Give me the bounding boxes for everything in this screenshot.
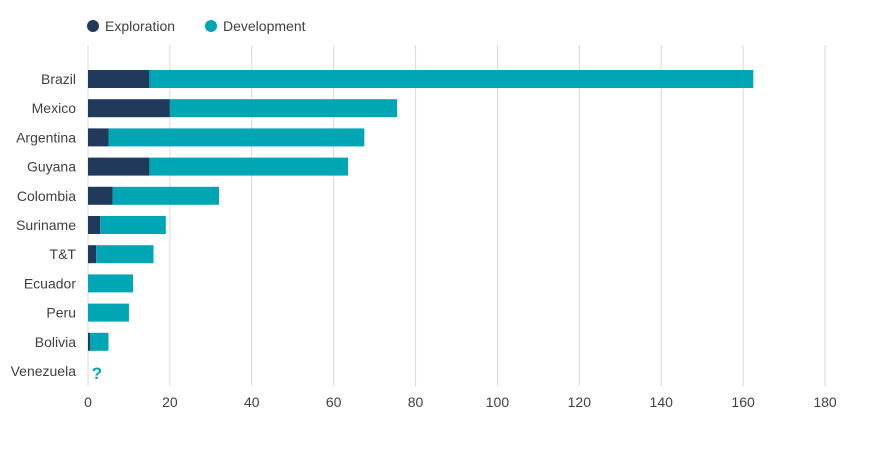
bar-colombia-development [112, 186, 220, 205]
annotation-venezuela: ? [92, 364, 102, 383]
bar-guyana-exploration [88, 157, 150, 176]
category-label-guyana: Guyana [27, 159, 76, 175]
bar-suriname-development [100, 216, 166, 234]
x-tick-label-60: 60 [326, 394, 342, 410]
annotations: ? [92, 364, 102, 383]
x-tick-label-160: 160 [731, 394, 755, 410]
gridlines [87, 45, 826, 386]
bar-t-t-exploration [88, 245, 97, 264]
bar-argentina-development [108, 128, 365, 147]
bar-mexico-exploration [88, 99, 170, 118]
category-label-bolivia: Bolivia [35, 334, 76, 350]
bar-mexico-development [169, 99, 398, 118]
category-label-t-t: T&T [50, 246, 77, 262]
category-label-suriname: Suriname [16, 217, 76, 233]
legend: Exploration Development [87, 18, 306, 34]
x-tick-label-0: 0 [84, 394, 92, 410]
bar-brazil-exploration [88, 70, 150, 88]
category-label-mexico: Mexico [32, 100, 77, 116]
category-label-venezuela: Venezuela [11, 363, 77, 379]
x-axis-ticks: 0 20 40 60 80 100 120 140 160 180 [84, 394, 837, 410]
x-tick-label-40: 40 [244, 394, 260, 410]
bar-ecuador-development [88, 274, 134, 293]
bar-suriname-exploration [88, 216, 101, 234]
x-tick-label-100: 100 [486, 394, 510, 410]
x-tick-label-180: 180 [813, 394, 837, 410]
category-label-brazil: Brazil [41, 71, 76, 87]
legend-label-exploration: Exploration [105, 18, 175, 34]
bar-guyana-development [149, 157, 348, 176]
x-tick-label-80: 80 [408, 394, 424, 410]
bars [88, 70, 754, 351]
category-label-peru: Peru [46, 305, 76, 321]
legend-item-exploration: Exploration [87, 18, 175, 34]
legend-swatch-exploration [87, 20, 99, 32]
category-label-ecuador: Ecuador [24, 275, 76, 291]
bar-brazil-development [149, 70, 754, 88]
bar-peru-development [88, 303, 129, 322]
bar-bolivia-exploration [88, 332, 91, 351]
category-labels: Brazil Mexico Argentina Guyana Colombia Surin… [11, 71, 77, 379]
bar-argentina-exploration [88, 128, 109, 147]
bar-t-t-development [96, 245, 154, 264]
x-tick-label-120: 120 [568, 394, 592, 410]
legend-label-development: Development [223, 18, 306, 34]
legend-swatch-development [205, 20, 217, 32]
category-label-colombia: Colombia [17, 188, 76, 204]
category-label-argentina: Argentina [16, 129, 76, 145]
x-tick-label-140: 140 [650, 394, 674, 410]
x-tick-label-20: 20 [162, 394, 178, 410]
bar-bolivia-development [90, 332, 109, 351]
bar-colombia-exploration [88, 186, 113, 205]
legend-item-development: Development [205, 18, 306, 34]
